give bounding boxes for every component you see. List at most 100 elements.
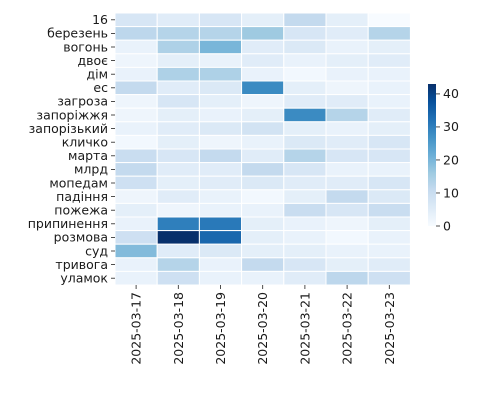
heatmap-cell xyxy=(156,53,200,68)
heatmap-cell xyxy=(241,162,285,177)
heatmap-cell xyxy=(367,270,411,286)
heatmap-cell xyxy=(114,80,158,96)
heatmap-cell xyxy=(325,134,369,150)
heatmap-cell xyxy=(156,162,200,177)
heatmap-cell xyxy=(241,257,285,272)
heatmap-cell xyxy=(325,121,369,136)
heatmap-cell xyxy=(198,202,243,218)
heatmap-cell xyxy=(325,12,369,28)
heatmap-cell xyxy=(241,134,285,150)
y-tick-label: мопедам xyxy=(49,175,108,190)
heatmap-cell xyxy=(283,80,327,96)
heatmap-cell xyxy=(367,257,411,272)
y-tick-label: двоє xyxy=(77,53,108,68)
heatmap-cell xyxy=(241,230,285,245)
heatmap-cell xyxy=(241,39,285,55)
heatmap-cell xyxy=(198,107,243,123)
y-tick-label: суд xyxy=(85,243,108,258)
y-tick-label: припинення xyxy=(28,216,108,231)
heatmap-cell xyxy=(114,107,158,123)
x-tick-label: 2025-03-23 xyxy=(382,292,397,365)
heatmap-cell xyxy=(114,243,158,259)
colorbar-tick-label: 0 xyxy=(443,218,451,233)
heatmap-cell xyxy=(114,94,158,109)
y-tick-label: падіння xyxy=(56,189,108,204)
heatmap-cell xyxy=(198,175,243,191)
heatmap-cell xyxy=(283,189,327,204)
heatmap-cell xyxy=(114,39,158,55)
heatmap-cell xyxy=(198,26,243,41)
heatmap-cell xyxy=(367,12,411,28)
x-tick-label: 2025-03-21 xyxy=(297,292,312,365)
y-tick-label: марта xyxy=(68,148,108,163)
heatmap-cell xyxy=(367,162,411,177)
heatmap-cell xyxy=(325,202,369,218)
heatmap-cell xyxy=(198,148,243,164)
heatmap-cell xyxy=(283,26,327,41)
heatmap-cell xyxy=(325,53,369,68)
heatmap-cell xyxy=(114,12,158,28)
heatmap-cell xyxy=(156,134,200,150)
heatmap-cell xyxy=(325,243,369,259)
heatmap-cell xyxy=(283,175,327,191)
heatmap-cell xyxy=(114,26,158,41)
heatmap-cell xyxy=(198,257,243,272)
colorbar-tick-label: 40 xyxy=(443,86,459,101)
heatmap-cell xyxy=(198,162,243,177)
heatmap-cell xyxy=(241,175,285,191)
heatmap-cell xyxy=(367,121,411,136)
heatmap-cell xyxy=(241,243,285,259)
heatmap-cell xyxy=(241,12,285,28)
heatmap-cell xyxy=(156,243,200,259)
y-tick-label: запоріжжя xyxy=(36,107,108,122)
heatmap-cell xyxy=(198,243,243,259)
x-tick-label: 2025-03-17 xyxy=(129,292,144,365)
heatmap-cell xyxy=(283,243,327,259)
heatmap-cell xyxy=(325,39,369,55)
x-tick-label: 2025-03-22 xyxy=(340,292,355,365)
heatmap-cell xyxy=(283,216,327,232)
heatmap-cell xyxy=(114,148,158,164)
heatmap-cell xyxy=(283,39,327,55)
heatmap-cell xyxy=(241,148,285,164)
heatmap-cell xyxy=(241,80,285,96)
heatmap-cell xyxy=(114,162,158,177)
heatmap-cell xyxy=(114,53,158,68)
heatmap-cell xyxy=(283,202,327,218)
heatmap-cell xyxy=(114,175,158,191)
colorbar-tick-label: 20 xyxy=(443,152,459,167)
heatmap-cell xyxy=(198,230,243,245)
heatmap-cell xyxy=(325,107,369,123)
heatmap-cell xyxy=(367,230,411,245)
heatmap-cell xyxy=(367,243,411,259)
heatmap-cell xyxy=(367,216,411,232)
heatmap-cell xyxy=(283,66,327,82)
heatmap-cell xyxy=(156,39,200,55)
y-tick-label: запорізький xyxy=(29,121,108,136)
heatmap-cell xyxy=(114,121,158,136)
heatmap-cell xyxy=(198,134,243,150)
colorbar-tick-label: 30 xyxy=(443,119,459,134)
heatmap-cell xyxy=(283,162,327,177)
heatmap-cell xyxy=(198,94,243,109)
heatmap-cell xyxy=(114,216,158,232)
heatmap-cell xyxy=(325,257,369,272)
y-tick-label: ес xyxy=(93,80,108,95)
colorbar-tick-label: 10 xyxy=(443,185,459,200)
heatmap-cell xyxy=(241,270,285,286)
y-tick-label: тривога xyxy=(55,257,108,272)
heatmap-cell xyxy=(367,134,411,150)
heatmap-cell xyxy=(241,26,285,41)
x-tick-label: 2025-03-19 xyxy=(213,292,228,365)
heatmap-cell xyxy=(367,26,411,41)
heatmap-cell xyxy=(325,26,369,41)
y-tick-label: березень xyxy=(47,26,108,41)
y-tick-label: уламок xyxy=(60,271,108,286)
heatmap-cell xyxy=(156,107,200,123)
heatmap-cell xyxy=(283,270,327,286)
heatmap-cell xyxy=(198,53,243,68)
heatmap-cell xyxy=(367,53,411,68)
y-tick-label: розмова xyxy=(54,230,108,245)
heatmap-cell xyxy=(156,257,200,272)
heatmap-cell xyxy=(325,162,369,177)
